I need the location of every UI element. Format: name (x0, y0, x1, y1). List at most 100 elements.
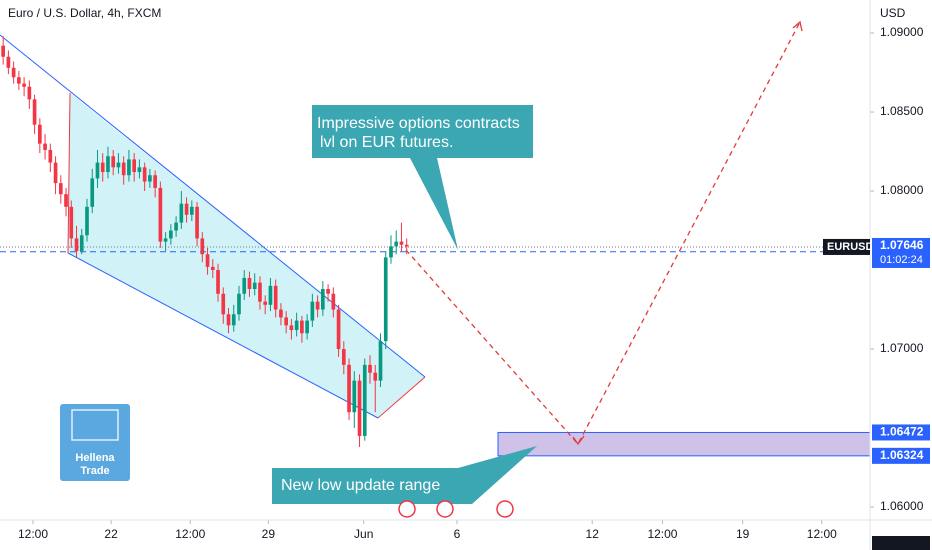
candle-body (279, 309, 283, 318)
candle-body (357, 380, 362, 436)
candle-body (394, 241, 399, 247)
candle-body (11, 67, 16, 78)
level-label-box (872, 424, 930, 441)
projection-arrow (572, 435, 585, 446)
candle-body (48, 149, 53, 163)
candle-body (27, 86, 32, 100)
symbol-label-box (823, 238, 870, 255)
candle-body (205, 254, 210, 267)
x-tick-label: 29 (262, 527, 276, 541)
symbol-label: EURUSD (827, 241, 874, 253)
candle-body (305, 320, 309, 334)
projection-path (405, 21, 801, 446)
candle-body (331, 293, 336, 310)
candle-body (111, 156, 116, 168)
candle-body (163, 238, 168, 242)
wedge-lower (67, 252, 379, 419)
event-icon (496, 500, 514, 518)
candle-body (404, 244, 409, 247)
candle-body (231, 314, 236, 326)
chart-title: Euro / U.S. Dollar, 4h, FXCM (8, 6, 161, 20)
candle-body (79, 235, 84, 252)
candle-body (85, 206, 89, 236)
candle-body (326, 288, 330, 294)
candle-body (268, 285, 273, 305)
candle-body (200, 238, 205, 255)
candle-body (95, 162, 100, 179)
candle-body (399, 241, 404, 245)
candle-body (258, 282, 262, 302)
candle-body (1, 45, 5, 57)
last-price-label: 1.07646 (880, 238, 924, 252)
y-tick-label: 1.08500 (880, 104, 924, 118)
level-label: 1.06324 (880, 448, 924, 462)
candle-body (336, 309, 341, 350)
candle-body (132, 159, 137, 173)
candle-body (121, 162, 126, 176)
wedge-edge (377, 376, 426, 419)
candle-body (210, 266, 215, 271)
candle-body (252, 282, 257, 289)
x-tick-label: 19 (736, 527, 750, 541)
callout-text: Impressive options contracts (317, 115, 520, 132)
x-tick-label: 12:00 (175, 527, 205, 541)
candle-body (378, 341, 383, 381)
candle-body (352, 380, 357, 413)
x-tick-label: 22 (104, 527, 118, 541)
callout-bottom-box (272, 446, 537, 504)
candle-body (43, 143, 47, 150)
candle-body (158, 187, 163, 242)
candle-body (263, 301, 268, 305)
corner-badge (872, 536, 930, 550)
candle-body (37, 124, 42, 144)
candle-body (368, 364, 372, 373)
range-box (497, 431, 871, 457)
logo-icon (71, 409, 119, 441)
candle-body (226, 314, 231, 326)
x-tick-label: 6 (454, 527, 461, 541)
candle-body (116, 162, 121, 168)
x-tick-label: 12 (586, 527, 600, 541)
candle-body (179, 203, 184, 223)
y-tick-label: 1.08000 (880, 183, 924, 197)
callout-text: lvl on EUR futures. (320, 134, 453, 151)
y-tick-label: 1.07000 (880, 341, 924, 355)
projection-arrow (792, 20, 803, 32)
logo-text: Hellena (75, 452, 115, 464)
unit-label: USD (880, 6, 906, 20)
candle-body (174, 222, 178, 231)
candle-body (148, 175, 152, 182)
candle-body (69, 206, 74, 239)
candle-body (64, 194, 68, 207)
x-tick-label: Jun (354, 527, 373, 541)
event-icon (398, 500, 416, 518)
candle-body (284, 317, 288, 326)
candle-body (237, 293, 241, 315)
candle-body (383, 257, 388, 342)
candle-body (100, 162, 105, 173)
wedge-upper (0, 34, 426, 378)
event-icon (436, 500, 454, 518)
candle-body (294, 320, 299, 331)
y-tick-label: 1.06000 (880, 499, 924, 513)
x-tick-label: 12:00 (647, 527, 677, 541)
candle-body (153, 175, 157, 188)
last-price-box (872, 237, 930, 268)
candle-body (90, 178, 95, 207)
candle-body (373, 372, 378, 381)
logo (60, 404, 130, 481)
candle-body (142, 167, 147, 182)
level-label-box (872, 447, 930, 464)
wedge-edge (67, 92, 71, 254)
callout-top-box (312, 105, 533, 250)
candle-body (53, 162, 58, 184)
candle-body (221, 293, 226, 315)
candle-body (169, 230, 173, 239)
event-icons (398, 500, 514, 518)
candle-body (32, 99, 37, 125)
candle-body (137, 167, 142, 173)
candle-body (6, 56, 11, 68)
candle-body (242, 277, 247, 294)
level-label: 1.06472 (880, 425, 924, 439)
